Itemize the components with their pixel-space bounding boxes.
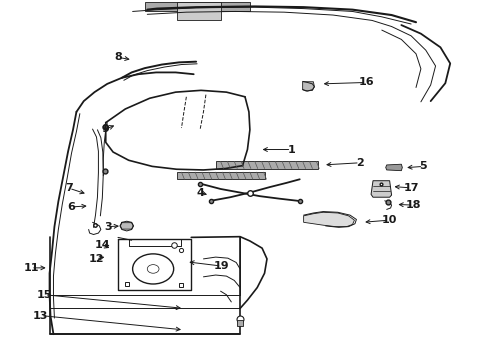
Polygon shape — [145, 3, 250, 11]
Text: 4: 4 — [196, 188, 204, 198]
Polygon shape — [176, 3, 220, 21]
Text: 9: 9 — [102, 124, 110, 134]
Text: 15: 15 — [37, 290, 52, 300]
Text: 6: 6 — [68, 202, 75, 212]
Polygon shape — [386, 164, 402, 171]
Text: 14: 14 — [95, 240, 110, 250]
Polygon shape — [304, 212, 354, 226]
Text: 5: 5 — [419, 161, 427, 171]
Text: 12: 12 — [88, 254, 104, 264]
Polygon shape — [121, 223, 133, 229]
Text: 10: 10 — [381, 215, 397, 225]
Text: 2: 2 — [356, 158, 364, 168]
Text: 7: 7 — [65, 183, 73, 193]
Text: 19: 19 — [214, 261, 229, 271]
Text: 1: 1 — [288, 144, 295, 154]
Text: 13: 13 — [33, 311, 49, 320]
Text: 16: 16 — [358, 77, 374, 87]
Text: 11: 11 — [23, 263, 39, 273]
Text: 3: 3 — [104, 222, 112, 231]
Text: 17: 17 — [403, 183, 419, 193]
Text: 8: 8 — [114, 52, 122, 62]
Polygon shape — [303, 82, 315, 91]
Polygon shape — [216, 161, 318, 168]
Text: 18: 18 — [406, 200, 421, 210]
Polygon shape — [371, 181, 392, 197]
Polygon shape — [176, 172, 265, 179]
